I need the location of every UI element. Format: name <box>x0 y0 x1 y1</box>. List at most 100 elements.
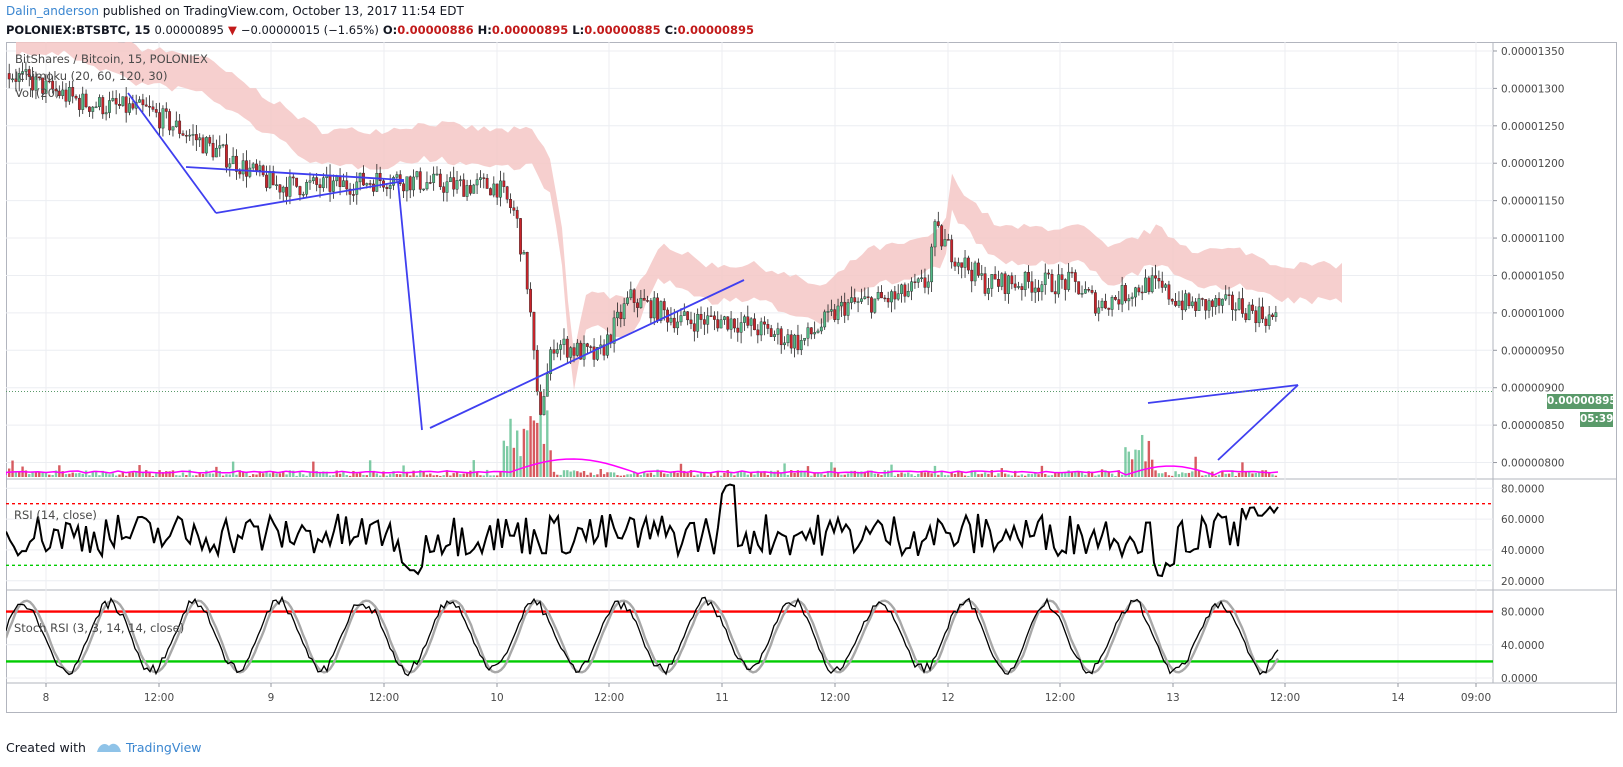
candle <box>47 80 51 83</box>
candle <box>816 330 820 333</box>
volume-bar <box>185 475 188 477</box>
x-tick-label: 8 <box>43 692 50 704</box>
candle <box>1043 272 1047 285</box>
candle <box>475 179 479 186</box>
candle <box>1090 290 1094 293</box>
volume-bar <box>338 473 342 477</box>
candle <box>1220 298 1224 306</box>
candle <box>639 298 643 308</box>
candle <box>245 160 248 177</box>
candle <box>966 257 970 271</box>
legend-rsi[interactable]: RSI (14, close) <box>14 508 97 522</box>
volume-bar <box>78 472 81 477</box>
volume-bar <box>1034 472 1037 477</box>
x-tick-label: 10 <box>490 692 503 704</box>
tradingview-link[interactable]: TradingView <box>125 740 202 755</box>
volume-bar <box>850 470 853 477</box>
volume-bar <box>1181 472 1184 477</box>
chart-frame[interactable] <box>6 42 1617 713</box>
footer: Created with TradingView <box>6 740 201 757</box>
volume-bar <box>1044 474 1047 477</box>
volume-bar <box>1003 473 1007 477</box>
candle <box>676 321 680 329</box>
volume-bar <box>1080 472 1084 477</box>
volume-bar <box>1251 473 1254 477</box>
volume-bar <box>345 475 348 477</box>
candle <box>375 173 379 192</box>
candle <box>913 281 917 283</box>
volume-bar <box>1047 475 1050 477</box>
volume-bar <box>218 470 221 477</box>
volume-bar <box>632 471 636 477</box>
volume-bar <box>559 474 562 477</box>
candle <box>579 342 583 360</box>
legend-ichimoku[interactable]: Ichimoku (20, 60, 120, 30) <box>15 69 168 83</box>
legend-volume[interactable]: Vol (20) <box>15 86 60 100</box>
volume-bar <box>268 473 272 477</box>
volume-bar <box>208 473 211 477</box>
candle <box>118 104 121 106</box>
volume-bar <box>288 470 292 477</box>
candle <box>850 297 853 303</box>
candle <box>733 318 736 329</box>
candle <box>342 180 345 187</box>
candle <box>101 97 105 115</box>
volume-bar <box>1204 474 1207 477</box>
legend-stoch-rsi[interactable]: Stoch RSI (3, 3, 14, 14, close) <box>14 621 185 635</box>
volume-bar <box>716 471 719 477</box>
candle <box>345 180 349 190</box>
candle <box>1030 281 1034 293</box>
candle <box>1241 298 1244 314</box>
volume-bar <box>1087 471 1090 477</box>
candle <box>682 311 686 316</box>
volume-bar <box>980 473 983 477</box>
candle <box>1127 298 1131 302</box>
volume-bar <box>606 472 609 477</box>
volume-bar <box>452 473 455 477</box>
candle <box>900 284 903 294</box>
candle <box>1040 284 1044 293</box>
candle <box>248 167 252 177</box>
candle <box>629 289 633 299</box>
volume-bar <box>810 475 813 477</box>
volume-bar <box>392 471 395 477</box>
candle <box>1157 278 1161 282</box>
volume-bar <box>41 471 44 477</box>
volume-bar <box>897 473 900 477</box>
trendline <box>397 181 423 431</box>
volume-bar <box>422 471 425 477</box>
volume-bar <box>151 475 155 477</box>
candle <box>562 338 566 345</box>
candle <box>616 311 619 319</box>
chart-canvas[interactable]: 8 12:00 9 12:00 10 12:00 11 12:00 12 12:00 13 12:00… <box>6 42 1617 713</box>
volume-bar <box>432 475 435 477</box>
candle <box>656 297 659 321</box>
volume-bar <box>696 474 699 477</box>
volume-bar <box>562 470 566 477</box>
volume-bar <box>950 472 953 477</box>
author-link[interactable]: Dalin_anderson <box>6 4 99 18</box>
candle <box>111 98 115 101</box>
volume-bar <box>258 471 262 477</box>
tradingview-logo-icon[interactable] <box>96 740 122 757</box>
volume-bar <box>1007 474 1010 477</box>
legend-main[interactable]: BitShares / Bitcoin, 15, POLONIEX <box>15 52 208 66</box>
volume-bar <box>529 416 532 477</box>
candle <box>34 76 38 91</box>
volume-bar <box>128 472 131 477</box>
candle <box>151 106 155 110</box>
volume-bar <box>165 471 168 477</box>
candle <box>686 311 690 321</box>
volume-bar <box>81 473 84 477</box>
volume-bar <box>1231 470 1234 477</box>
volume-bar <box>74 473 78 477</box>
volume-bar <box>332 475 335 477</box>
volume-bar <box>455 472 459 477</box>
candle <box>669 317 673 323</box>
volume-bar <box>526 430 529 477</box>
volume-bar <box>1134 449 1137 477</box>
volume-bar <box>516 430 519 477</box>
volume-bar <box>612 472 616 477</box>
volume-bar <box>88 475 91 477</box>
volume-bar <box>709 473 713 477</box>
